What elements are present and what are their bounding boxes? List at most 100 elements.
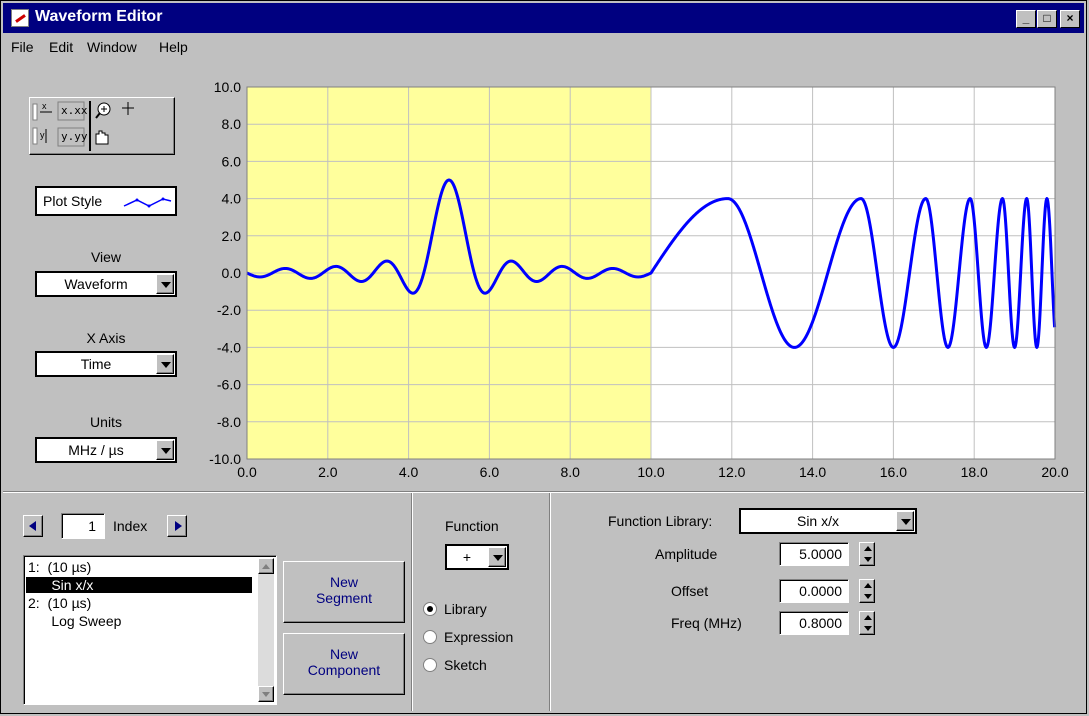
function-operator-dropdown-button[interactable] [488,547,506,567]
spin-down-icon [864,557,872,562]
minimize-button[interactable]: _ [1016,10,1036,28]
new-component-button[interactable]: New Component [283,633,405,695]
plot-border [246,86,1056,460]
scroll-down-button[interactable] [258,686,274,702]
app-icon[interactable] [11,9,29,27]
function-operator-value: + [462,549,472,565]
list-item[interactable]: 2: (10 µs) [28,595,92,611]
window-title: Waveform Editor [35,8,163,25]
x-tick-label: 4.0 [399,464,419,480]
new-segment-button[interactable]: New Segment [283,561,405,623]
maximize-button[interactable]: □ [1037,10,1057,28]
plot-style-button[interactable]: Plot Style [35,186,177,216]
radio-expression-label[interactable]: Expression [444,629,514,645]
menu-bar: File Edit Window Help [3,34,1084,58]
list-item-selected[interactable]: Sin x/x [26,577,252,593]
x-format-icon[interactable] [57,101,85,121]
title-bar[interactable]: Waveform Editor _ □ × [3,3,1084,33]
amplitude-field[interactable]: 5.0000 [779,542,849,566]
x-axis-select[interactable]: Time [35,351,177,377]
menu-file[interactable]: File [11,39,34,55]
waveform-series-line [246,178,1057,349]
menu-edit[interactable]: Edit [49,39,74,55]
panel-divider-left [411,493,413,711]
y-tick-label: 0.0 [222,265,242,281]
pan-hand-icon[interactable] [95,130,109,145]
chevron-down-icon [161,362,171,368]
scroll-up-button[interactable] [258,558,274,574]
offset-stepper[interactable] [859,579,875,603]
index-value: 1 [88,518,96,534]
menu-help[interactable]: Help [159,39,188,55]
chevron-down-icon [161,448,171,454]
spin-up-icon [864,583,872,588]
arrow-right-icon [175,521,182,531]
new-component-label-2: Component [307,662,381,678]
index-prev-button[interactable] [23,515,43,537]
y-tick-label: -2.0 [217,302,241,318]
x-axis-dropdown-button[interactable] [156,354,174,374]
close-button[interactable]: × [1060,10,1080,28]
x-axis-label: X Axis [86,330,126,346]
new-segment-label-2: Segment [315,590,373,606]
view-dropdown-button[interactable] [156,274,174,294]
radio-sketch[interactable] [423,658,437,672]
radio-sketch-label[interactable]: Sketch [444,657,487,673]
index-field[interactable]: 1 [61,513,105,539]
freq-field[interactable]: 0.8000 [779,611,849,635]
y-tick-label: -8.0 [217,414,241,430]
scroll-down-icon [262,692,270,697]
view-select[interactable]: Waveform [35,271,177,297]
list-item[interactable]: 1: (10 µs) [28,559,92,575]
maximize-icon: □ [1043,11,1051,25]
x-tick-label: 8.0 [560,464,580,480]
radio-library[interactable] [423,602,437,616]
index-next-button[interactable] [167,515,187,537]
x-tick-label: 16.0 [880,464,907,480]
amplitude-label: Amplitude [655,546,718,562]
spin-up-icon [864,615,872,620]
y-tick-label: -4.0 [217,339,241,355]
list-scrollbar[interactable] [258,558,274,702]
close-icon: × [1066,11,1074,25]
amplitude-stepper[interactable] [859,542,875,566]
function-operator-select[interactable]: + [445,544,509,570]
units-select[interactable]: MHz / µs [35,437,177,463]
radio-expression[interactable] [423,630,437,644]
waveform-graph[interactable]: 0.0 2.0 4.0 6.0 8.0 10.0 12.0 14.0 16.0 18.0 20.0 1… [191,77,1071,487]
units-dropdown-button[interactable] [156,440,174,460]
x-scale-icon[interactable]: x [32,101,52,121]
arrow-left-icon [29,521,36,531]
function-library-select[interactable]: Sin x/x [739,508,917,534]
function-library-dropdown-button[interactable] [896,511,914,531]
offset-label: Offset [671,583,709,599]
chevron-down-icon [493,555,503,561]
amplitude-value: 5.0000 [799,546,842,562]
freq-stepper[interactable] [859,611,875,635]
y-tick-label: 4.0 [222,191,242,207]
menu-window[interactable]: Window [87,39,137,55]
y-scale-icon[interactable]: y [32,127,47,145]
offset-value: 0.0000 [799,583,842,599]
segments-list[interactable]: 1: (10 µs) Sin x/x 2: (10 µs) Log Sweep [23,555,277,705]
zoom-icon[interactable] [95,102,111,119]
panel-divider [3,491,1084,493]
x-tick-label: 20.0 [1041,464,1068,480]
y-format-icon[interactable] [57,127,85,147]
list-item[interactable]: Log Sweep [28,613,122,629]
chevron-down-icon [161,282,171,288]
view-value: Waveform [64,276,128,292]
plot-style-preview-icon [123,197,172,208]
svg-text:x: x [42,101,47,111]
radio-library-label[interactable]: Library [444,601,487,617]
graph-palette: x y x.xx y.yy [29,97,175,155]
x-tick-label: 14.0 [799,464,826,480]
offset-field[interactable]: 0.0000 [779,579,849,603]
x-tick-label: 18.0 [961,464,988,480]
view-label: View [90,249,122,265]
function-label: Function [445,518,499,534]
crosshair-icon[interactable] [122,102,134,115]
chevron-down-icon [901,519,911,525]
minimize-icon: _ [1022,11,1030,25]
